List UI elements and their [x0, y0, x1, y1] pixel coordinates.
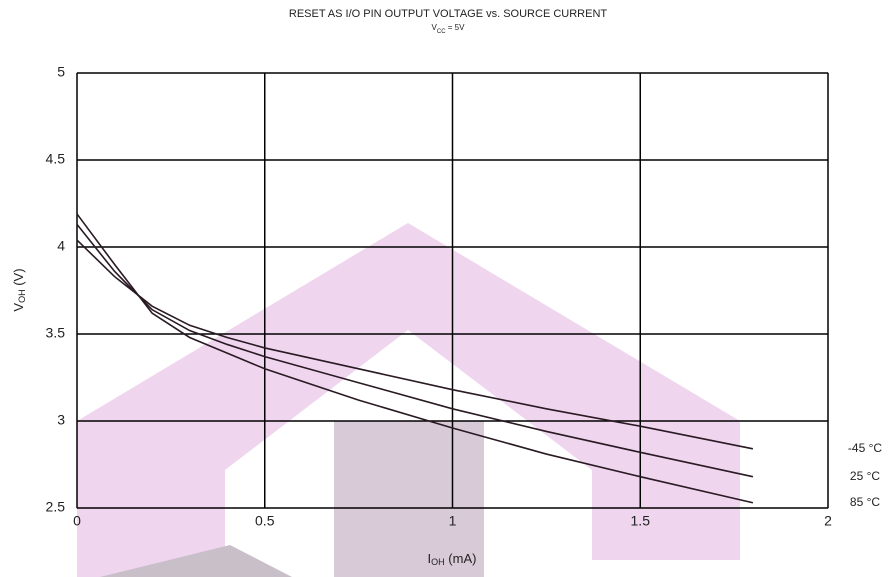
legend-label: 85 °C [850, 495, 880, 509]
label-part: I [428, 551, 432, 566]
label-part: (V) [11, 268, 26, 289]
label-part: (mA) [445, 551, 477, 566]
series-line [76, 213, 754, 504]
x-tick-label: 1.5 [631, 513, 651, 529]
y-tick-label: 2.5 [46, 499, 66, 515]
label-part: V [432, 23, 438, 32]
x-tick-label: 0.5 [255, 513, 275, 529]
label-part: = 5V [446, 23, 466, 32]
x-tick-label: 0 [73, 513, 81, 529]
label-part: V [11, 303, 26, 312]
y-tick-label: 5 [57, 64, 65, 80]
y-axis-label: VOH (V) [11, 268, 27, 311]
subscript: OH [431, 557, 445, 567]
legend-label: 25 °C [850, 469, 880, 483]
x-tick-label: 1 [449, 513, 457, 529]
chart-title: RESET AS I/O PIN OUTPUT VOLTAGE vs. SOUR… [289, 8, 608, 20]
x-axis-label: IOH (mA) [428, 551, 477, 567]
subscript: CC [437, 29, 446, 35]
legend-label: -45 °C [848, 441, 882, 455]
y-tick-label: 4 [57, 238, 65, 254]
y-tick-label: 3 [57, 412, 65, 428]
x-tick-label: 2 [824, 513, 832, 529]
y-tick-label: 3.5 [46, 325, 66, 341]
subscript: OH [17, 289, 27, 303]
y-tick-label: 4.5 [46, 151, 66, 167]
watermark [77, 223, 740, 577]
chart-subtitle: VCC = 5V [432, 23, 466, 34]
